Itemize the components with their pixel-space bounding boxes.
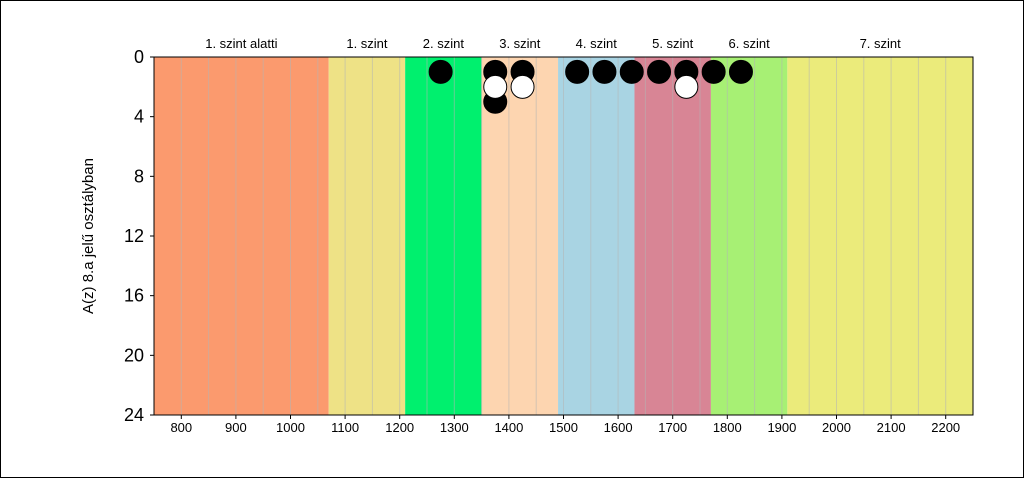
x-tick-label: 1600: [604, 420, 633, 435]
x-tick-label: 2000: [822, 420, 851, 435]
x-tick-label: 1000: [276, 420, 305, 435]
x-tick-label: 1300: [440, 420, 469, 435]
band-labels: 1. szint alatti 1. szint 2. szint 3. szint 4…: [205, 36, 901, 51]
y-tick-label: 12: [124, 226, 144, 246]
band-5: [558, 57, 635, 415]
data-point: [647, 59, 672, 84]
x-tick-label: 2200: [931, 420, 960, 435]
band-label: 1. szint alatti: [205, 36, 277, 51]
band-label: 3. szint: [499, 36, 541, 51]
y-tick-label: 4: [134, 107, 144, 127]
band-4: [481, 57, 559, 415]
x-axis: 800 900 1000 1100 1200 1300 1400 1500 1600 1700 18…: [170, 415, 960, 435]
band-label: 1. szint: [346, 36, 388, 51]
band-label: 4. szint: [576, 36, 618, 51]
x-tick-label: 800: [170, 420, 192, 435]
x-tick-label: 1800: [713, 420, 742, 435]
x-tick-label: 900: [225, 420, 247, 435]
y-axis: 0 4 8 12 16 20 24: [124, 47, 154, 425]
band-label: 5. szint: [652, 36, 694, 51]
band-8: [787, 57, 973, 415]
data-point: [483, 74, 508, 99]
y-tick-label: 8: [134, 166, 144, 186]
band-2: [328, 57, 406, 415]
band-label: 7. szint: [860, 36, 902, 51]
y-tick-label: 16: [124, 286, 144, 306]
x-tick-label: 2100: [877, 420, 906, 435]
y-tick-label: 20: [124, 345, 144, 365]
band-label: 6. szint: [729, 36, 771, 51]
band-3: [405, 57, 482, 415]
x-tick-label: 1200: [385, 420, 414, 435]
band-1: [154, 57, 329, 415]
y-axis-title: A(z) 8.a jelű osztályban: [80, 158, 97, 314]
data-point: [728, 59, 753, 84]
data-point: [510, 74, 535, 99]
data-point: [701, 59, 726, 84]
data-point: [592, 59, 617, 84]
band-7: [710, 57, 788, 415]
x-tick-label: 1400: [494, 420, 523, 435]
level-bands: [154, 57, 973, 415]
x-tick-label: 1100: [331, 420, 359, 435]
data-point: [428, 59, 453, 84]
data-point: [619, 59, 644, 84]
band-label: 2. szint: [423, 36, 465, 51]
data-points: [428, 59, 753, 114]
y-tick-label: 0: [134, 47, 144, 67]
x-tick-label: 1700: [658, 420, 687, 435]
x-tick-label: 1900: [767, 420, 796, 435]
data-point: [565, 59, 590, 84]
x-tick-label: 1500: [549, 420, 578, 435]
data-point: [674, 74, 699, 99]
y-tick-label: 24: [124, 405, 144, 425]
